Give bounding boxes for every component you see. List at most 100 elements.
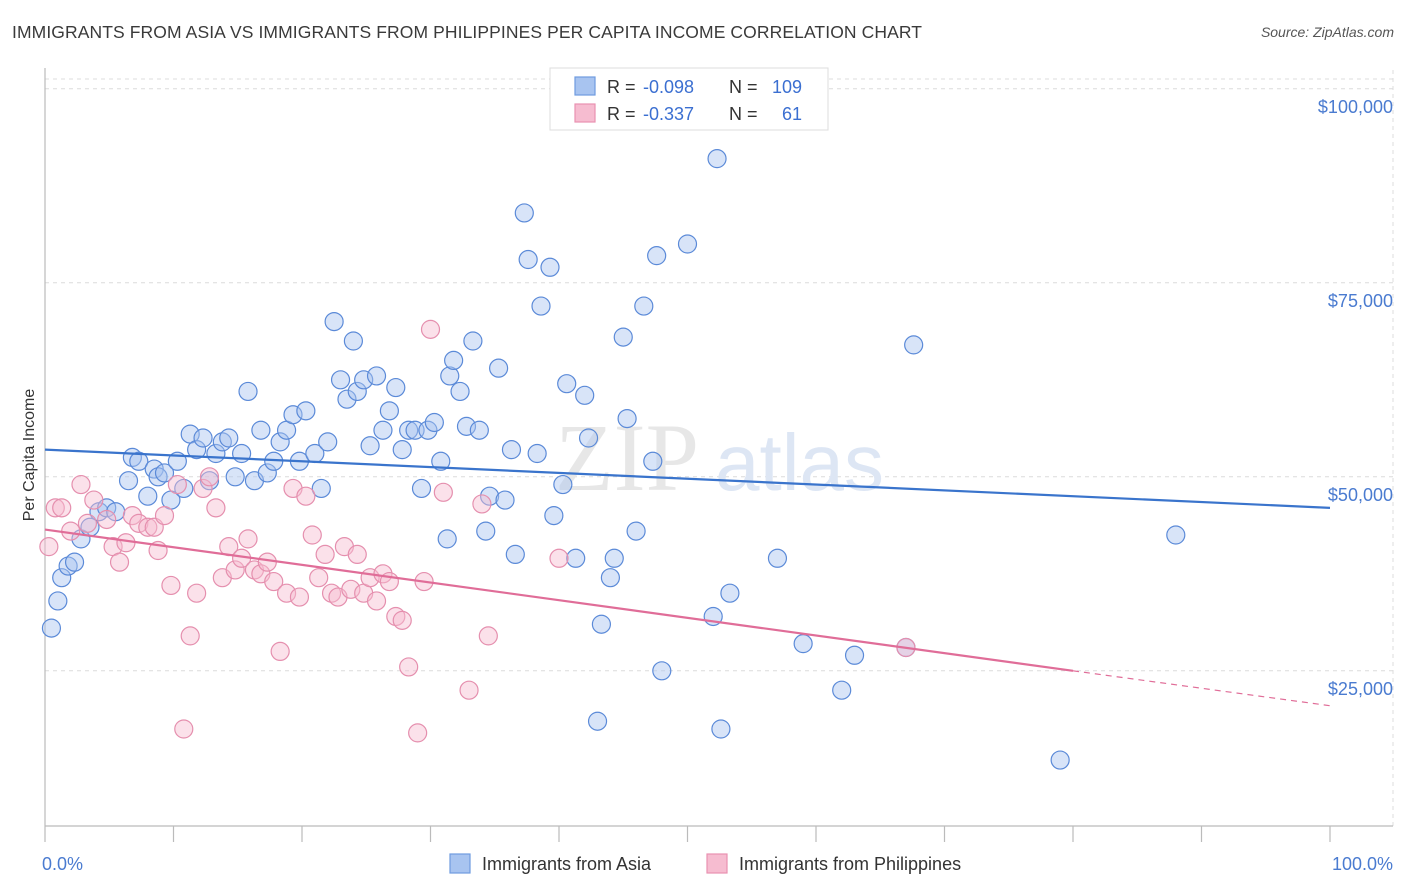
point-philippines: [302, 525, 322, 545]
chart-title: IMMIGRANTS FROM ASIA VS IMMIGRANTS FROM …: [12, 22, 923, 42]
point-asia: [330, 370, 351, 390]
point-philippines: [39, 537, 59, 557]
point-philippines: [315, 544, 335, 565]
point-asia: [600, 568, 621, 588]
point-philippines: [109, 552, 130, 572]
point-asia: [514, 203, 534, 223]
watermark-zip: ZIP: [555, 404, 699, 511]
point-philippines: [289, 587, 310, 607]
point-asia: [193, 428, 213, 448]
point-philippines: [478, 626, 498, 646]
point-philippines: [341, 579, 361, 599]
point-asia: [505, 544, 525, 565]
point-philippines: [161, 575, 181, 596]
point-philippines: [296, 486, 316, 506]
stats-legend: R = -0.098 N = 109 R = -0.337 N = 61: [549, 67, 829, 131]
point-philippines: [84, 490, 104, 510]
point-asia: [793, 634, 813, 654]
point-asia: [643, 451, 663, 471]
point-asia: [557, 374, 577, 394]
point-philippines: [187, 583, 207, 603]
series-swatch-philippines: [706, 853, 728, 874]
point-asia: [257, 463, 277, 483]
point-philippines: [276, 583, 297, 603]
legend-n-label: N =: [729, 77, 758, 97]
point-philippines: [257, 552, 277, 572]
point-asia: [187, 440, 207, 460]
point-asia: [711, 719, 731, 739]
point-asia: [844, 645, 865, 665]
point-asia: [518, 249, 538, 270]
legend-n-label: N =: [729, 104, 758, 124]
point-asia: [318, 432, 338, 452]
trend-line-asia: [44, 448, 1331, 509]
point-asia: [566, 548, 586, 568]
series-legend-asia: Immigrants from Asia: [482, 854, 652, 874]
point-asia: [677, 234, 698, 254]
source-credit: Source: ZipAtlas.com: [1260, 24, 1394, 40]
point-philippines: [206, 498, 226, 518]
point-philippines: [433, 482, 453, 502]
legend-swatch-philippines: [574, 103, 596, 123]
point-philippines: [174, 719, 194, 739]
point-asia: [626, 521, 646, 541]
point-asia: [544, 505, 564, 526]
point-asia: [578, 428, 599, 448]
point-asia: [311, 478, 331, 499]
point-asia: [379, 401, 399, 421]
point-philippines: [225, 560, 245, 580]
point-philippines: [347, 544, 367, 565]
point-asia: [324, 312, 344, 332]
point-philippines: [238, 529, 258, 549]
point-philippines: [549, 548, 569, 568]
point-philippines: [459, 680, 479, 700]
legend-n-value: 61: [782, 104, 802, 124]
point-philippines: [264, 571, 284, 592]
point-asia: [527, 443, 547, 464]
point-philippines: [193, 478, 213, 499]
point-asia: [225, 467, 245, 487]
point-philippines: [270, 641, 290, 662]
point-philippines: [366, 591, 387, 611]
point-asia: [575, 385, 595, 405]
point-asia: [1166, 525, 1186, 545]
point-asia: [476, 521, 496, 541]
point-asia: [392, 440, 412, 460]
point-asia: [386, 377, 406, 398]
point-asia: [587, 711, 608, 731]
point-asia: [531, 296, 551, 316]
point-asia: [767, 548, 788, 568]
point-asia: [489, 358, 509, 378]
point-philippines: [199, 467, 220, 487]
y-tick-label: $25,000: [1328, 679, 1393, 699]
point-asia: [283, 405, 303, 425]
point-asia: [48, 591, 68, 611]
point-asia: [456, 416, 477, 436]
point-asia: [437, 529, 457, 549]
point-asia: [52, 568, 72, 588]
point-philippines: [52, 498, 72, 518]
data-points: [39, 149, 1186, 770]
point-asia: [652, 661, 672, 681]
point-asia: [360, 436, 380, 456]
point-asia: [354, 370, 374, 390]
point-philippines: [180, 626, 200, 646]
point-asia: [613, 327, 633, 347]
point-asia: [501, 440, 522, 460]
point-asia: [296, 401, 316, 421]
y-tick-labels: $25,000 $50,000 $75,000 $100,000: [1318, 97, 1393, 699]
point-asia: [337, 389, 357, 409]
point-asia: [431, 451, 451, 471]
point-asia: [343, 331, 363, 351]
legend-r-label: R =: [607, 77, 636, 97]
point-asia: [138, 486, 158, 506]
legend-r-value: -0.337: [643, 104, 694, 124]
point-asia: [366, 366, 387, 386]
axes: [44, 68, 1393, 842]
grid-lines: [45, 70, 1394, 826]
point-philippines: [138, 517, 158, 537]
point-asia: [238, 381, 258, 402]
point-philippines: [408, 723, 428, 743]
point-asia: [707, 149, 727, 169]
